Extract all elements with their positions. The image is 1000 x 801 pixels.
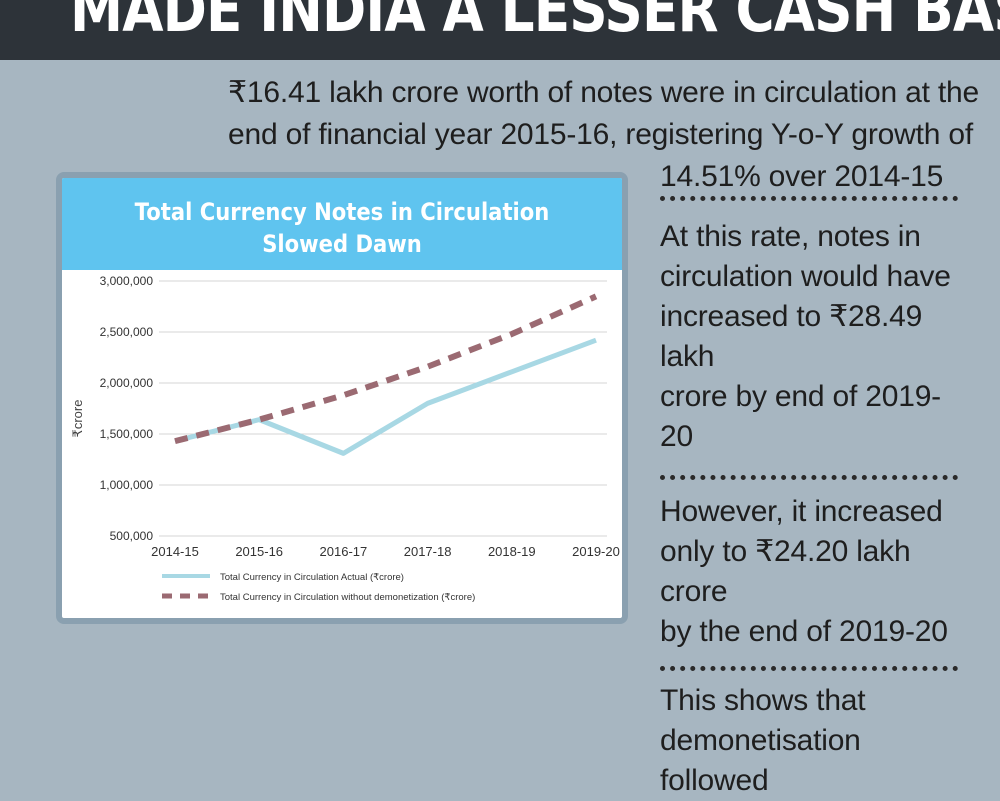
- y-axis-label: ₹crore: [70, 400, 85, 438]
- y-tick-label: 2,500,000: [100, 325, 154, 339]
- projection-line: At this rate, notes in: [660, 217, 960, 257]
- intro-line-1: ₹16.41 lakh crore worth of notes were in…: [228, 76, 979, 109]
- x-tick-label: 2016-17: [320, 544, 368, 559]
- x-tick-label: 2015-16: [235, 544, 283, 559]
- projection-line: circulation would have: [660, 257, 960, 297]
- chart-card: Total Currency Notes in Circulation Slow…: [56, 172, 628, 624]
- legend-label: Total Currency in Circulation Actual (₹c…: [220, 572, 404, 583]
- y-tick-label: 3,000,000: [100, 274, 154, 288]
- right-column: At this rate, notes in circulation would…: [660, 196, 960, 801]
- x-tick-label: 2014-15: [151, 544, 199, 559]
- conclusion-line: demonetisation followed: [660, 721, 960, 801]
- x-tick-label: 2017-18: [404, 544, 452, 559]
- actual-line: only to ₹24.20 lakh crore: [660, 532, 960, 612]
- conclusion-line: This shows that: [660, 681, 960, 721]
- actual-line: However, it increased: [660, 492, 960, 532]
- actual-paragraph: However, it increased only to ₹24.20 lak…: [660, 492, 960, 652]
- projection-line: crore by end of 2019-20: [660, 377, 960, 457]
- series-projected-line: [175, 296, 596, 441]
- dotted-divider: [660, 666, 958, 671]
- y-tick-label: 1,000,000: [100, 478, 154, 492]
- legend-label: Total Currency in Circulation without de…: [220, 592, 475, 603]
- y-tick-label: 1,500,000: [100, 427, 154, 441]
- x-tick-label: 2018-19: [488, 544, 536, 559]
- projection-line: increased to ₹28.49 lakh: [660, 297, 960, 377]
- y-tick-label: 2,000,000: [100, 376, 154, 390]
- line-chart: 3,000,000 2,500,000 2,000,000 1,500,000 1,00…: [62, 178, 622, 618]
- projection-paragraph: At this rate, notes in circulation would…: [660, 217, 960, 457]
- series-actual-line: [175, 340, 596, 453]
- banner-title: MADE INDIA A LESSER CASH BASED ECONOMY?: [70, 0, 930, 50]
- conclusion-paragraph: This shows that demonetisation followed: [660, 681, 960, 801]
- top-banner: MADE INDIA A LESSER CASH BASED ECONOMY?: [0, 0, 1000, 60]
- actual-line: by the end of 2019-20: [660, 612, 960, 652]
- intro-line-2: end of financial year 2015-16, registeri…: [228, 118, 973, 151]
- dotted-divider: [660, 196, 958, 201]
- intro-line-3: 14.51% over 2014-15: [660, 156, 988, 198]
- dotted-divider: [660, 475, 958, 480]
- y-tick-label: 500,000: [110, 529, 154, 543]
- x-tick-label: 2019-20: [572, 544, 620, 559]
